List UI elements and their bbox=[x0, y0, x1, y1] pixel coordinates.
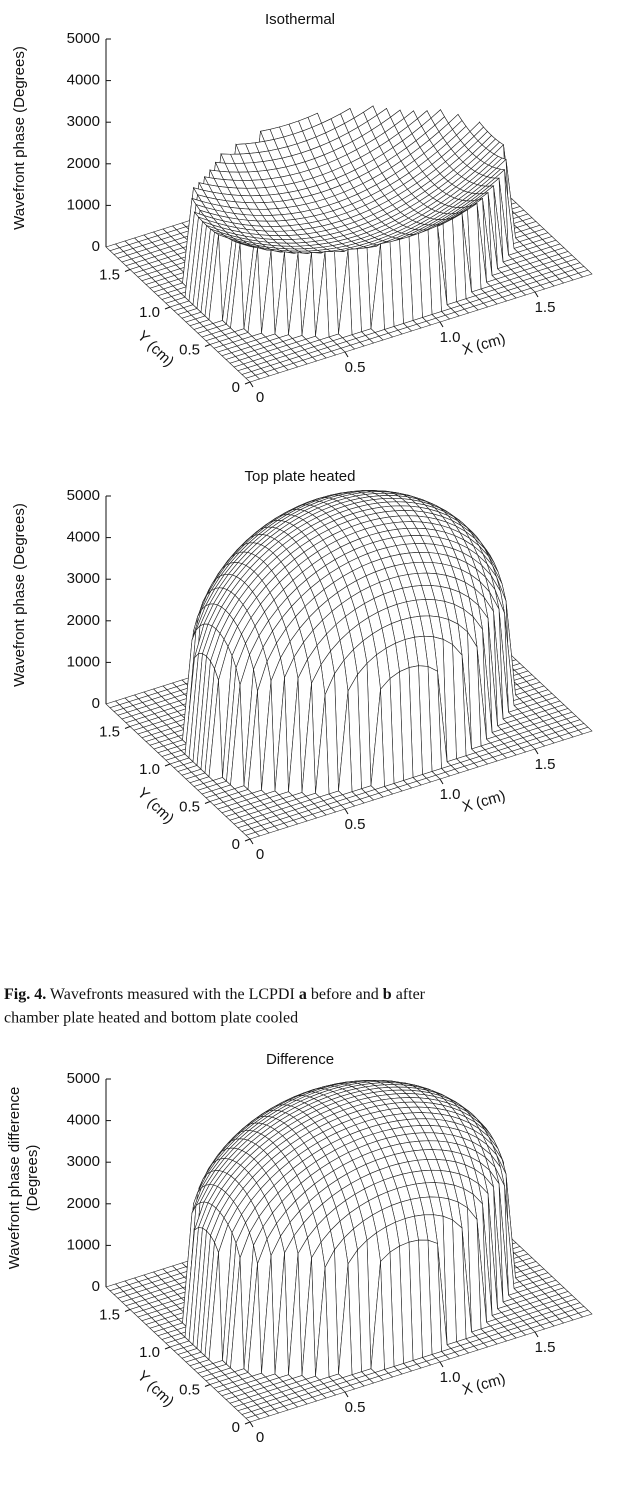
surface-plot: Isothermal 0 1000 2000 3000 4000 5000 Wavefront… bbox=[11, 11, 593, 406]
x-tick-label: 0.5 bbox=[345, 1399, 366, 1416]
y-axis-label: Y (cm) bbox=[134, 1368, 177, 1411]
x-tick-label: 1.0 bbox=[440, 786, 461, 803]
y-tick bbox=[124, 269, 131, 272]
z-tick-label: 4000 bbox=[67, 529, 100, 546]
plot-title: Isothermal bbox=[265, 11, 335, 28]
x-tick bbox=[344, 351, 349, 358]
surface-cell bbox=[245, 1414, 261, 1423]
x-tick-label: 1.5 bbox=[535, 1339, 556, 1356]
z-tick-label: 0 bbox=[92, 695, 100, 712]
y-tick-label: 0.5 bbox=[179, 1381, 200, 1398]
x-tick-label: 0 bbox=[256, 389, 264, 406]
y-tick-label: 1.5 bbox=[99, 723, 120, 740]
z-tick-label: 5000 bbox=[67, 30, 100, 47]
z-tick-label: 0 bbox=[92, 238, 100, 255]
y-tick-label: 1.5 bbox=[99, 1306, 120, 1323]
y-tick bbox=[164, 763, 171, 767]
x-axis-label: X (cm) bbox=[460, 330, 507, 359]
y-tick bbox=[244, 381, 251, 385]
caption-text: a bbox=[299, 986, 307, 1003]
y-tick-label: 1.0 bbox=[139, 304, 160, 321]
x-tick-label: 1.0 bbox=[440, 1369, 461, 1386]
z-axis-label: Wavefront phase (Degrees) bbox=[11, 503, 28, 687]
x-tick bbox=[534, 1331, 539, 1338]
surface-cell bbox=[245, 831, 261, 840]
x-axis-label: X (cm) bbox=[460, 787, 507, 816]
y-tick-label: 0 bbox=[232, 379, 240, 396]
surface-plot: Difference 0 1000 2000 3000 4000 5000 Wavefront… bbox=[6, 1051, 593, 1446]
caption-text: Wavefronts measured with the LCPDI bbox=[46, 986, 299, 1003]
x-tick bbox=[534, 748, 539, 755]
x-tick-label: 0 bbox=[256, 846, 264, 863]
y-tick bbox=[164, 306, 171, 310]
x-tick bbox=[249, 1421, 254, 1428]
z-tick-label: 2000 bbox=[67, 1195, 100, 1212]
y-tick bbox=[204, 801, 211, 804]
x-tick bbox=[249, 838, 254, 845]
x-tick-label: 0.5 bbox=[345, 816, 366, 833]
y-tick-label: 0 bbox=[232, 1419, 240, 1436]
y-tick bbox=[244, 1421, 251, 1425]
y-tick bbox=[204, 344, 211, 347]
z-tick-label: 5000 bbox=[67, 1070, 100, 1087]
caption-line: chamber plate heated and bottom plate co… bbox=[4, 1010, 298, 1027]
caption-line: Fig. 4. Wavefronts measured with the LCP… bbox=[4, 986, 426, 1003]
y-axis-label: Y (cm) bbox=[134, 785, 177, 828]
y-tick bbox=[124, 1309, 131, 1312]
z-tick-label: 5000 bbox=[67, 487, 100, 504]
caption-text: after bbox=[392, 986, 426, 1003]
x-tick-label: 0.5 bbox=[345, 359, 366, 376]
z-tick-label: 3000 bbox=[67, 113, 100, 130]
y-tick bbox=[244, 838, 251, 842]
caption-text: b bbox=[383, 986, 392, 1003]
x-tick bbox=[344, 1391, 349, 1398]
y-tick bbox=[204, 1384, 211, 1387]
y-tick-label: 1.0 bbox=[139, 1344, 160, 1361]
z-tick-label: 1000 bbox=[67, 196, 100, 213]
x-tick-label: 1.5 bbox=[535, 756, 556, 773]
z-tick-label: 2000 bbox=[67, 155, 100, 172]
z-tick-label: 1000 bbox=[67, 1236, 100, 1253]
z-tick-label: 1000 bbox=[67, 653, 100, 670]
x-tick bbox=[439, 1361, 444, 1368]
x-tick-label: 0 bbox=[256, 1429, 264, 1446]
z-tick-label: 3000 bbox=[67, 1153, 100, 1170]
z-tick-label: 0 bbox=[92, 1278, 100, 1295]
z-tick-label: 4000 bbox=[67, 1112, 100, 1129]
y-axis-label: Y (cm) bbox=[134, 328, 177, 371]
y-tick-label: 1.0 bbox=[139, 761, 160, 778]
caption-label: Fig. 4. bbox=[4, 986, 46, 1003]
x-axis-label: X (cm) bbox=[460, 1370, 507, 1399]
z-tick-label: 4000 bbox=[67, 72, 100, 89]
surface-plot: Top plate heated 0 1000 2000 3000 4000 5000 Wav… bbox=[11, 468, 593, 863]
z-tick-label: 2000 bbox=[67, 612, 100, 629]
x-tick-label: 1.0 bbox=[440, 329, 461, 346]
z-tick-label: 3000 bbox=[67, 570, 100, 587]
y-tick-label: 0 bbox=[232, 836, 240, 853]
x-tick-label: 1.5 bbox=[535, 299, 556, 316]
y-tick bbox=[124, 726, 131, 729]
z-axis-label: Wavefront phase (Degrees) bbox=[11, 46, 28, 230]
x-tick bbox=[249, 381, 254, 388]
caption-text: before and bbox=[307, 986, 383, 1003]
y-tick-label: 1.5 bbox=[99, 266, 120, 283]
y-tick bbox=[164, 1346, 171, 1350]
x-tick bbox=[439, 778, 444, 785]
x-tick bbox=[439, 321, 444, 328]
plot-title: Top plate heated bbox=[245, 468, 356, 485]
x-tick bbox=[344, 808, 349, 815]
surface-cell bbox=[245, 374, 261, 383]
z-axis-label: Wavefront phase difference bbox=[6, 1087, 23, 1270]
y-tick-label: 0.5 bbox=[179, 341, 200, 358]
y-tick-label: 0.5 bbox=[179, 798, 200, 815]
x-tick bbox=[534, 291, 539, 298]
plot-title: Difference bbox=[266, 1051, 334, 1068]
z-axis-label: (Degrees) bbox=[24, 1145, 41, 1212]
